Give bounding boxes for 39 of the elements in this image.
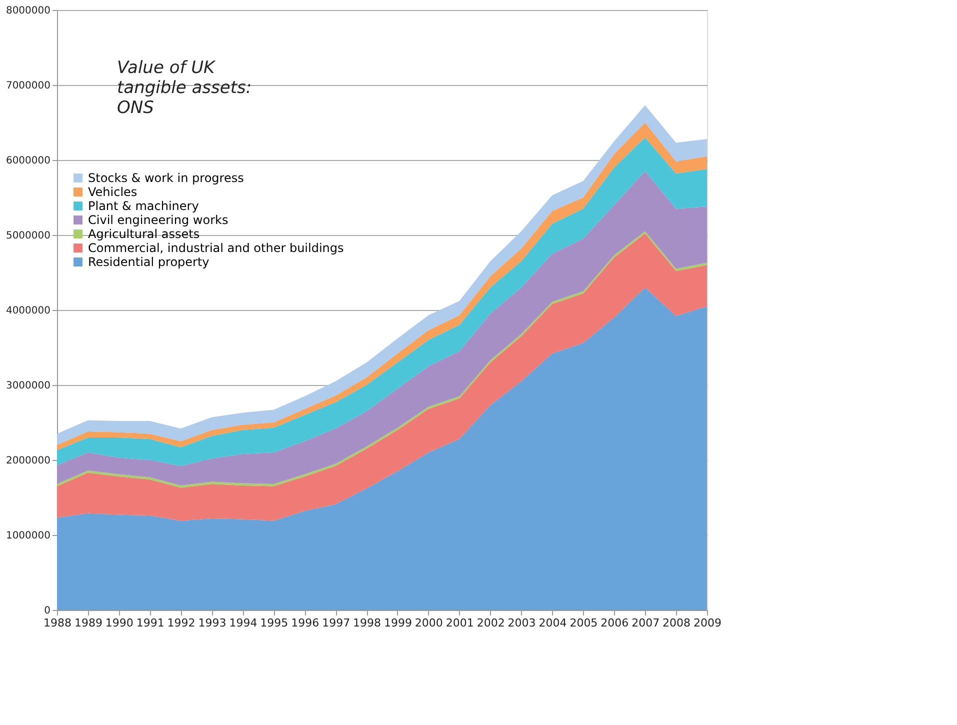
x-tick-label: 2005 <box>570 616 598 630</box>
legend-label: Stocks & work in progress <box>88 171 244 185</box>
x-tick-label: 1999 <box>384 616 412 630</box>
x-tick-label: 1993 <box>198 616 226 630</box>
x-tick-label: 2006 <box>600 616 629 630</box>
x-tick-label: 1988 <box>44 616 72 630</box>
y-tick-label: 5000000 <box>6 230 50 242</box>
legend-label: Plant & machinery <box>88 199 199 213</box>
x-tick-label: 1997 <box>322 616 350 630</box>
x-tick-label: 2000 <box>414 616 443 630</box>
y-tick-label: 6000000 <box>6 156 50 166</box>
y-tick-label: 7000000 <box>6 80 50 92</box>
x-tick-label: 1995 <box>260 616 288 630</box>
y-tick-label: 2000000 <box>6 456 50 466</box>
x-tick-label: 2004 <box>538 616 567 630</box>
y-tick-label: 8000000 <box>6 6 50 16</box>
x-tick-label: 2008 <box>662 616 691 630</box>
x-tick-label: 1989 <box>74 616 102 630</box>
x-tick-label: 1998 <box>353 616 382 630</box>
y-tick-label: 3000000 <box>6 380 50 392</box>
y-tick-label: 1000000 <box>6 530 50 542</box>
x-tick-label: 2009 <box>694 616 722 630</box>
x-tick-label: 2007 <box>632 616 660 630</box>
x-tick-label: 1992 <box>167 616 196 630</box>
y-tick-label: 4000000 <box>6 306 50 316</box>
legend-label: Commercial, industrial and other buildings <box>88 241 344 255</box>
legend-label: Agricultural assets <box>88 227 200 241</box>
x-tick-label: 2003 <box>508 616 536 630</box>
legend-label: Residential property <box>88 255 210 269</box>
x-tick-label: 1994 <box>229 616 258 630</box>
annotation: Value of UK tangible assets: ONS <box>117 58 252 118</box>
y-tick-label: 0 <box>44 606 50 616</box>
x-tick-label: 1991 <box>136 616 164 630</box>
x-tick-label: 1996 <box>291 616 320 630</box>
x-tick-label: 1990 <box>105 616 134 630</box>
x-tick-label: 2002 <box>476 616 505 630</box>
x-tick-label: 2001 <box>446 616 474 630</box>
legend-label: Civil engineering works <box>88 213 228 227</box>
legend-label: Vehicles <box>88 185 138 199</box>
